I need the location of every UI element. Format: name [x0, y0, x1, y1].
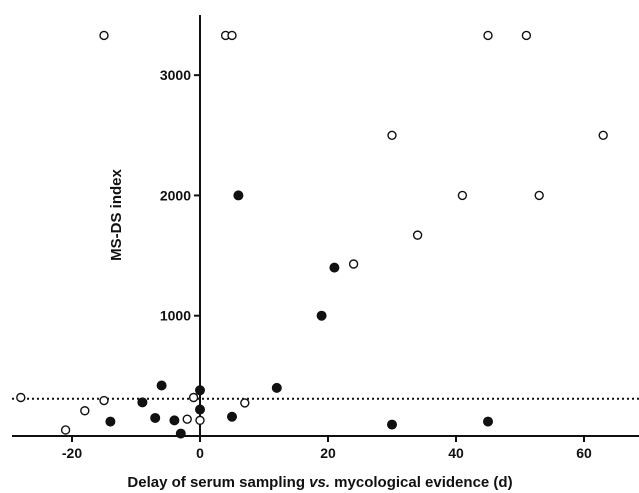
filled-data-point — [227, 411, 237, 422]
open-data-point — [99, 30, 109, 41]
open-data-point — [227, 30, 237, 41]
open-data-point — [348, 259, 359, 269]
x-axis-title-part-3: mycological evidence (d) — [330, 474, 513, 491]
open-data-point — [598, 130, 608, 140]
open-data-point — [240, 398, 250, 408]
filled-data-point — [387, 419, 397, 430]
y-axis-title: MS-DS index — [108, 169, 125, 261]
data-points — [16, 30, 608, 439]
x-tick-label: -20 — [62, 445, 82, 461]
filled-data-point — [169, 415, 180, 426]
filled-data-point — [316, 310, 327, 321]
open-data-point — [16, 392, 26, 403]
open-data-point — [412, 230, 423, 240]
open-data-point — [188, 392, 199, 403]
open-data-point — [521, 30, 532, 41]
open-data-point — [195, 415, 205, 426]
x-axis-title: Delay of serum sampling vs. mycological … — [127, 474, 512, 491]
filled-data-point — [329, 262, 340, 273]
open-data-point — [60, 425, 71, 435]
filled-data-point — [150, 412, 161, 423]
open-data-point — [99, 395, 109, 406]
filled-data-point — [137, 397, 148, 408]
open-data-point — [457, 190, 468, 201]
open-data-point — [387, 130, 397, 140]
filled-data-point — [483, 416, 493, 427]
axes — [12, 15, 639, 437]
filled-data-point — [105, 416, 116, 427]
filled-data-point — [271, 382, 282, 393]
open-data-point — [483, 30, 493, 41]
y-tick-label: 1000 — [160, 308, 191, 324]
y-tick-label: 3000 — [160, 67, 191, 83]
x-tick-label: 40 — [448, 445, 464, 461]
x-tick-label: 60 — [576, 445, 592, 461]
x-axis-title-part-1: Delay of serum sampling — [127, 474, 309, 491]
ticks: -20 0 20 40 60 1000 2000 3000 — [62, 67, 592, 461]
x-tick-label: 20 — [320, 445, 336, 461]
open-data-point — [182, 414, 192, 424]
x-tick-label: 0 — [196, 445, 204, 461]
y-tick-label: 2000 — [160, 187, 191, 203]
filled-data-point — [175, 428, 186, 439]
filled-data-point — [156, 380, 167, 391]
open-data-point — [80, 406, 90, 416]
filled-data-point — [195, 385, 205, 396]
filled-data-point — [195, 404, 205, 415]
open-data-point — [534, 190, 544, 201]
x-axis-title-part-2: vs. — [309, 474, 330, 491]
filled-data-point — [233, 190, 244, 201]
